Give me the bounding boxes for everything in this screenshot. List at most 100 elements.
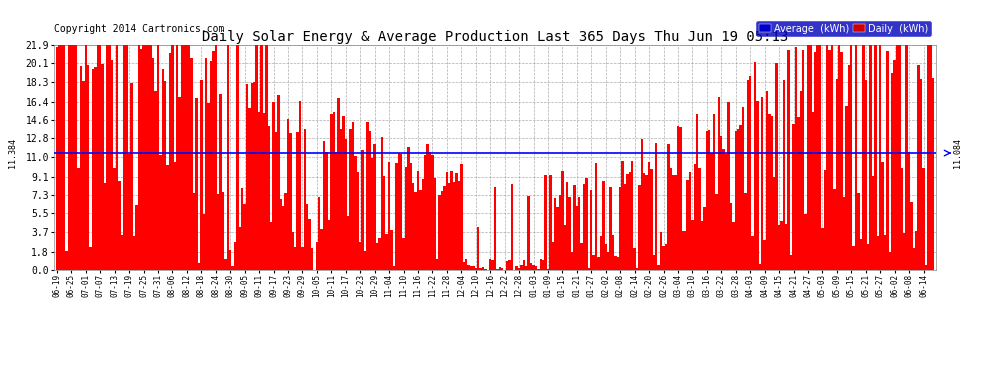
Bar [444,186,446,270]
Bar [930,45,932,270]
Bar [338,98,340,270]
Bar [388,162,390,270]
Bar [474,268,477,270]
Bar [250,83,253,270]
Bar [867,244,869,270]
Bar [913,248,915,270]
Bar [234,242,237,270]
Bar [597,257,600,270]
Legend: Average  (kWh), Daily  (kWh): Average (kWh), Daily (kWh) [756,21,931,36]
Bar [207,103,210,270]
Bar [652,255,655,270]
Bar [82,81,84,270]
Bar [910,202,913,270]
Bar [592,255,595,270]
Bar [311,248,313,270]
Bar [669,168,672,270]
Bar [639,184,641,270]
Bar [277,95,279,270]
Bar [773,177,775,270]
Bar [241,188,244,270]
Bar [366,122,368,270]
Bar [575,206,578,270]
Bar [807,45,809,270]
Bar [465,259,467,270]
Bar [525,266,528,270]
Bar [274,132,277,270]
Bar [484,268,486,270]
Bar [824,170,826,270]
Bar [571,252,573,270]
Bar [556,207,558,270]
Bar [462,261,465,270]
Bar [845,106,847,270]
Bar [63,45,65,270]
Bar [128,154,131,270]
Bar [831,45,834,270]
Bar [164,81,166,270]
Bar [932,78,935,270]
Bar [896,45,898,270]
Bar [345,139,346,270]
Bar [744,193,746,270]
Bar [715,195,718,270]
Bar [770,116,773,270]
Bar [780,221,783,270]
Bar [183,45,186,270]
Bar [703,207,706,270]
Bar [795,47,797,270]
Bar [713,114,715,270]
Bar [523,260,525,270]
Bar [698,168,701,270]
Bar [149,45,151,270]
Bar [664,244,667,270]
Bar [778,225,780,270]
Bar [210,61,212,270]
Bar [812,111,814,270]
Bar [316,242,318,270]
Bar [657,266,660,270]
Bar [67,45,70,270]
Bar [265,45,267,270]
Bar [583,184,585,270]
Text: 11.084: 11.084 [953,138,962,168]
Bar [701,220,703,270]
Bar [178,97,181,270]
Bar [351,122,354,270]
Bar [239,226,241,270]
Bar [814,51,817,270]
Bar [92,69,94,270]
Bar [135,206,138,270]
Bar [343,116,345,270]
Bar [915,231,918,270]
Bar [301,247,304,270]
Bar [538,269,540,270]
Bar [97,45,99,270]
Bar [631,161,634,270]
Bar [834,189,836,270]
Bar [72,45,75,270]
Bar [55,48,58,270]
Bar [133,236,135,270]
Bar [116,45,118,270]
Bar [901,168,903,270]
Bar [923,168,925,270]
Bar [756,101,758,270]
Bar [390,230,393,270]
Bar [802,50,804,270]
Bar [395,163,398,270]
Bar [903,233,906,270]
Bar [578,197,580,270]
Bar [561,171,563,270]
Bar [876,236,879,270]
Bar [518,268,521,270]
Bar [410,163,412,270]
Bar [262,113,265,270]
Bar [841,53,842,270]
Bar [836,80,839,270]
Bar [691,220,694,270]
Bar [186,45,188,270]
Bar [398,153,400,270]
Text: 11.384: 11.384 [8,138,17,168]
Bar [253,82,255,270]
